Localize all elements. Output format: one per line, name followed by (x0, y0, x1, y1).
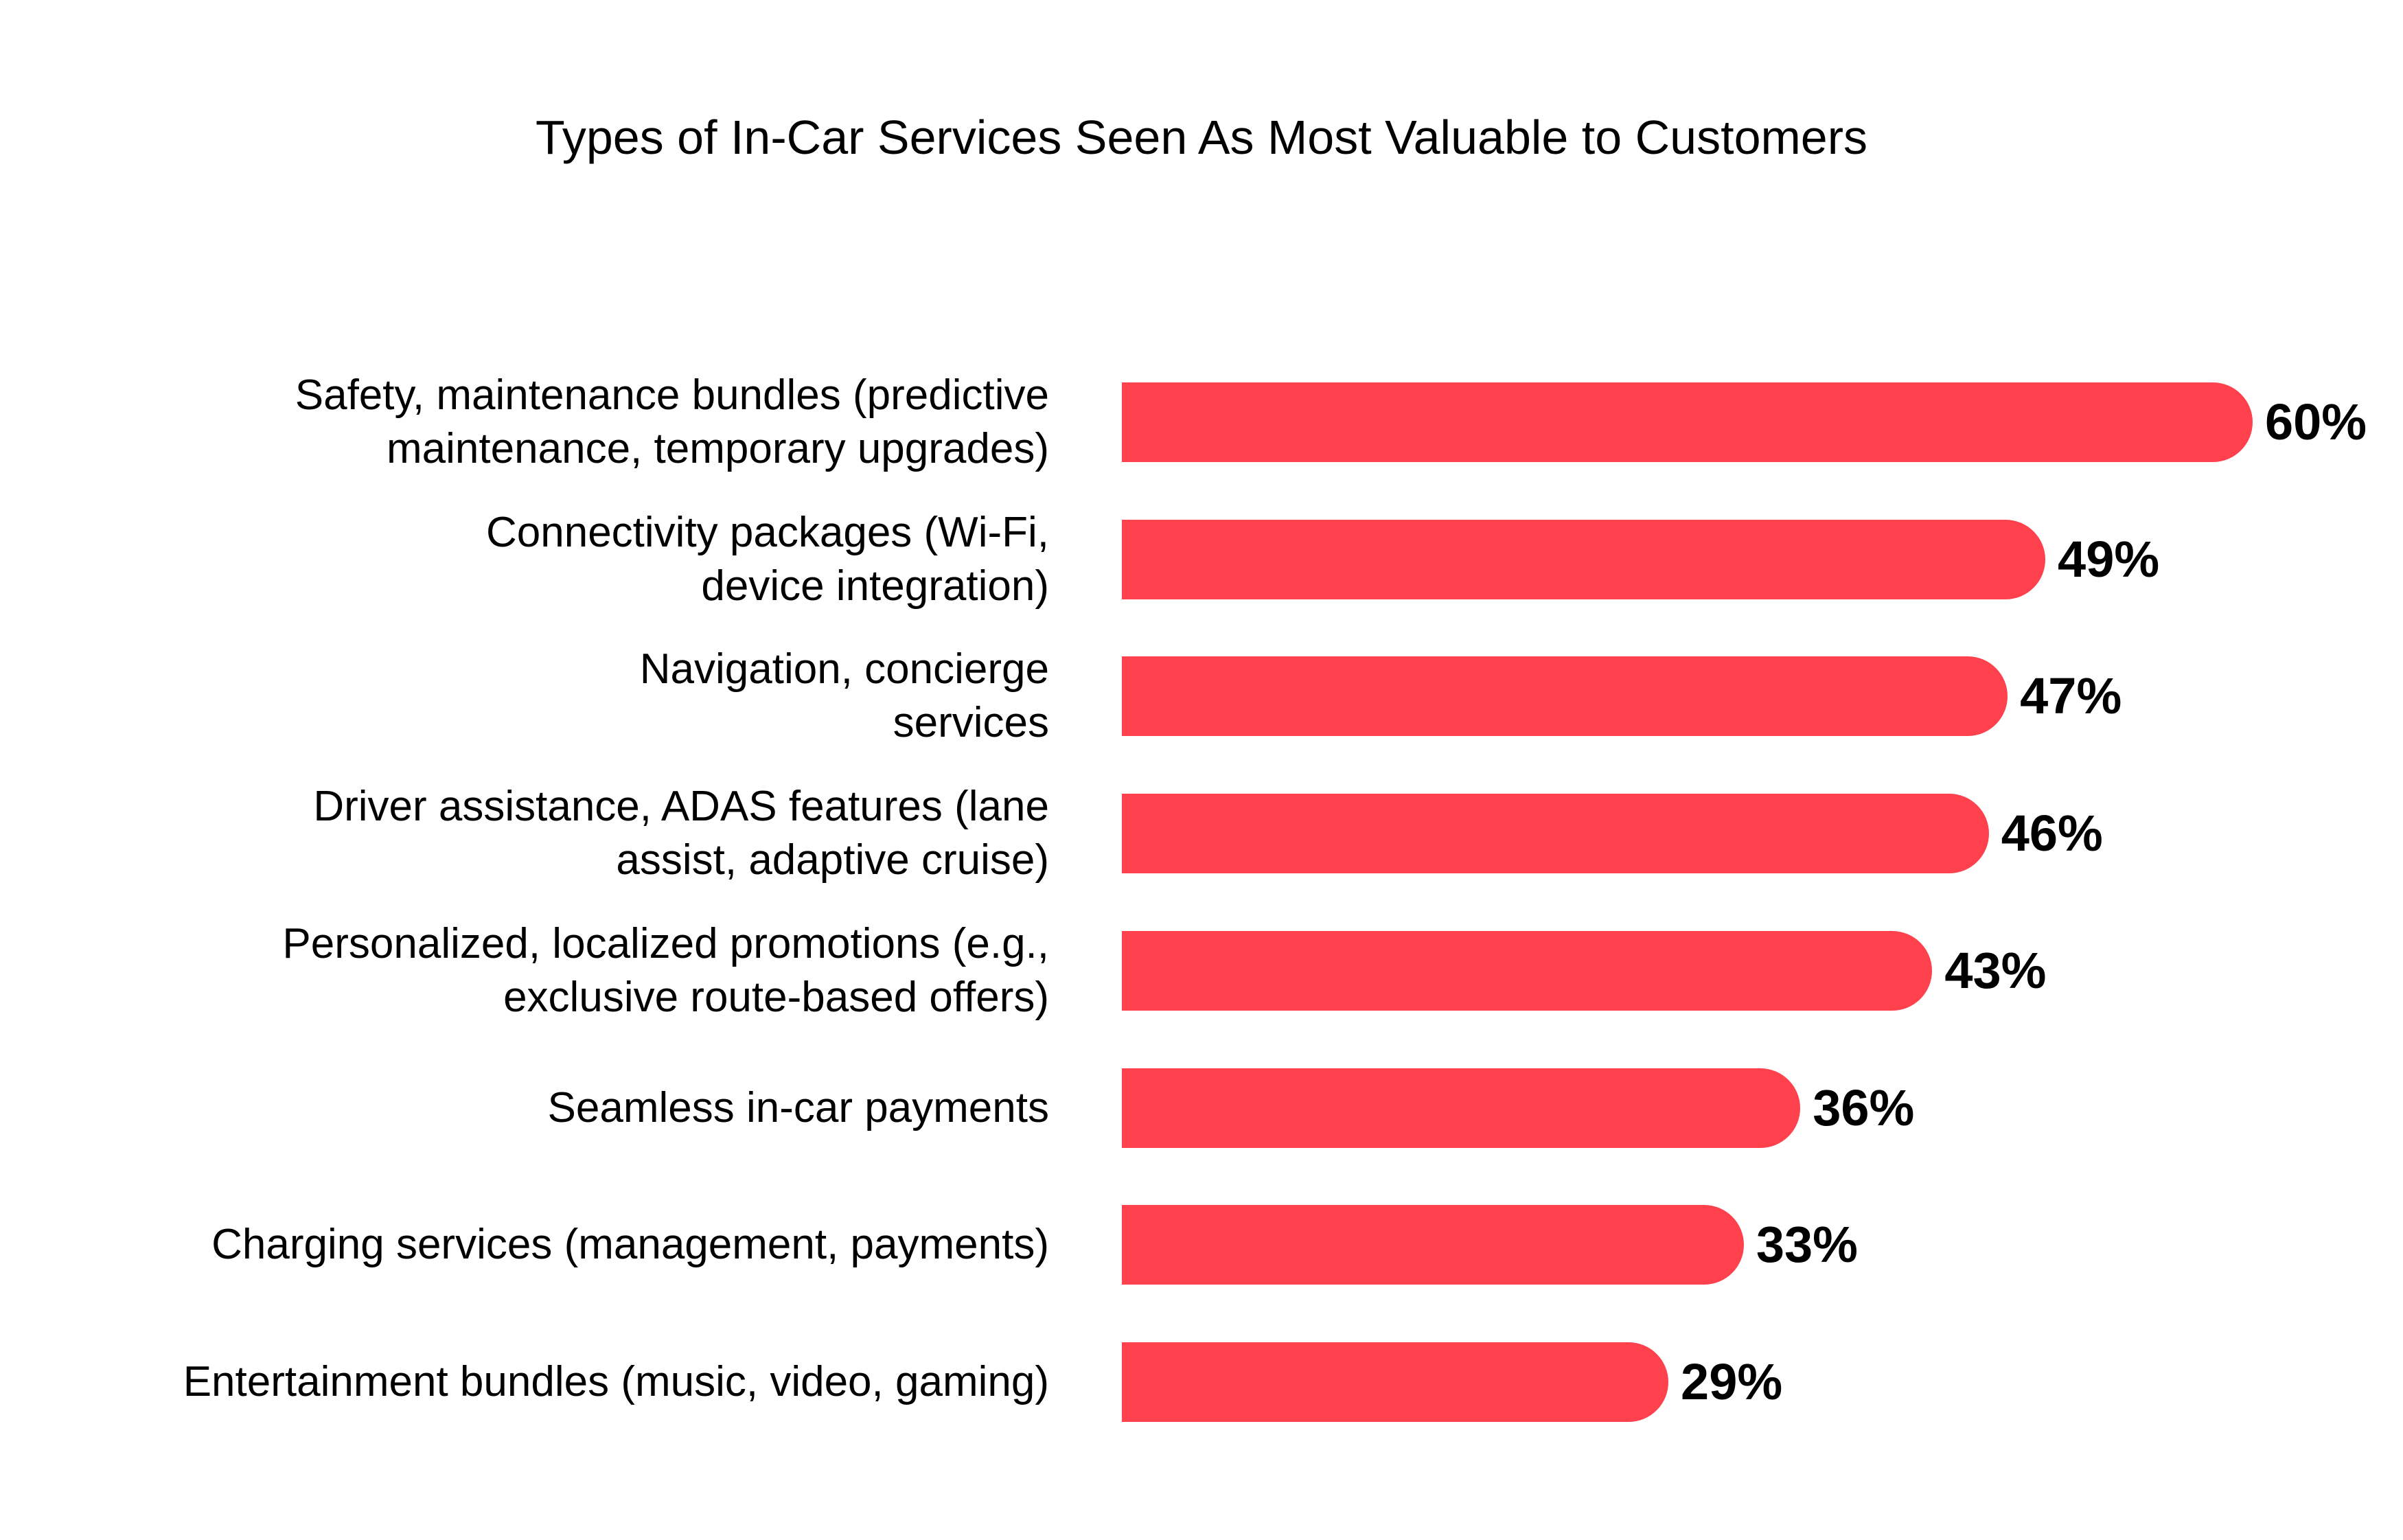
bar (1122, 519, 2046, 599)
value-label: 29% (1681, 1353, 1783, 1410)
bar (1122, 1068, 1801, 1148)
chart-title: Types of In-Car Services Seen As Most Va… (535, 111, 1868, 164)
bar (1122, 1342, 1669, 1422)
bar (1122, 930, 1933, 1011)
category-label: Navigation, concierge services (639, 645, 1049, 747)
value-label: 49% (2058, 530, 2160, 588)
value-label: 36% (1813, 1079, 1915, 1136)
category-label: Connectivity packages (Wi-Fi, device inte… (485, 508, 1049, 610)
category-label: Charging services (management, payments) (211, 1221, 1049, 1269)
value-label: 46% (2001, 805, 2103, 862)
category-label: Seamless in-car payments (547, 1083, 1050, 1131)
value-label: 33% (1756, 1216, 1858, 1274)
value-label: 60% (2265, 393, 2367, 450)
category-label: Personalized, localized promotions (e.g.… (282, 919, 1049, 1021)
category-label: Entertainment bundles (music, video, gam… (183, 1357, 1049, 1405)
category-label: Driver assistance, ADAS features (lane as… (313, 783, 1049, 884)
bar (1122, 794, 1989, 874)
bar (1122, 656, 2008, 737)
bar (1122, 1205, 1744, 1285)
value-label: 43% (1944, 941, 2047, 999)
category-label: Safety, maintenance bundles (predictive m… (295, 371, 1049, 472)
value-label: 47% (2020, 667, 2122, 725)
bar (1122, 382, 2253, 462)
